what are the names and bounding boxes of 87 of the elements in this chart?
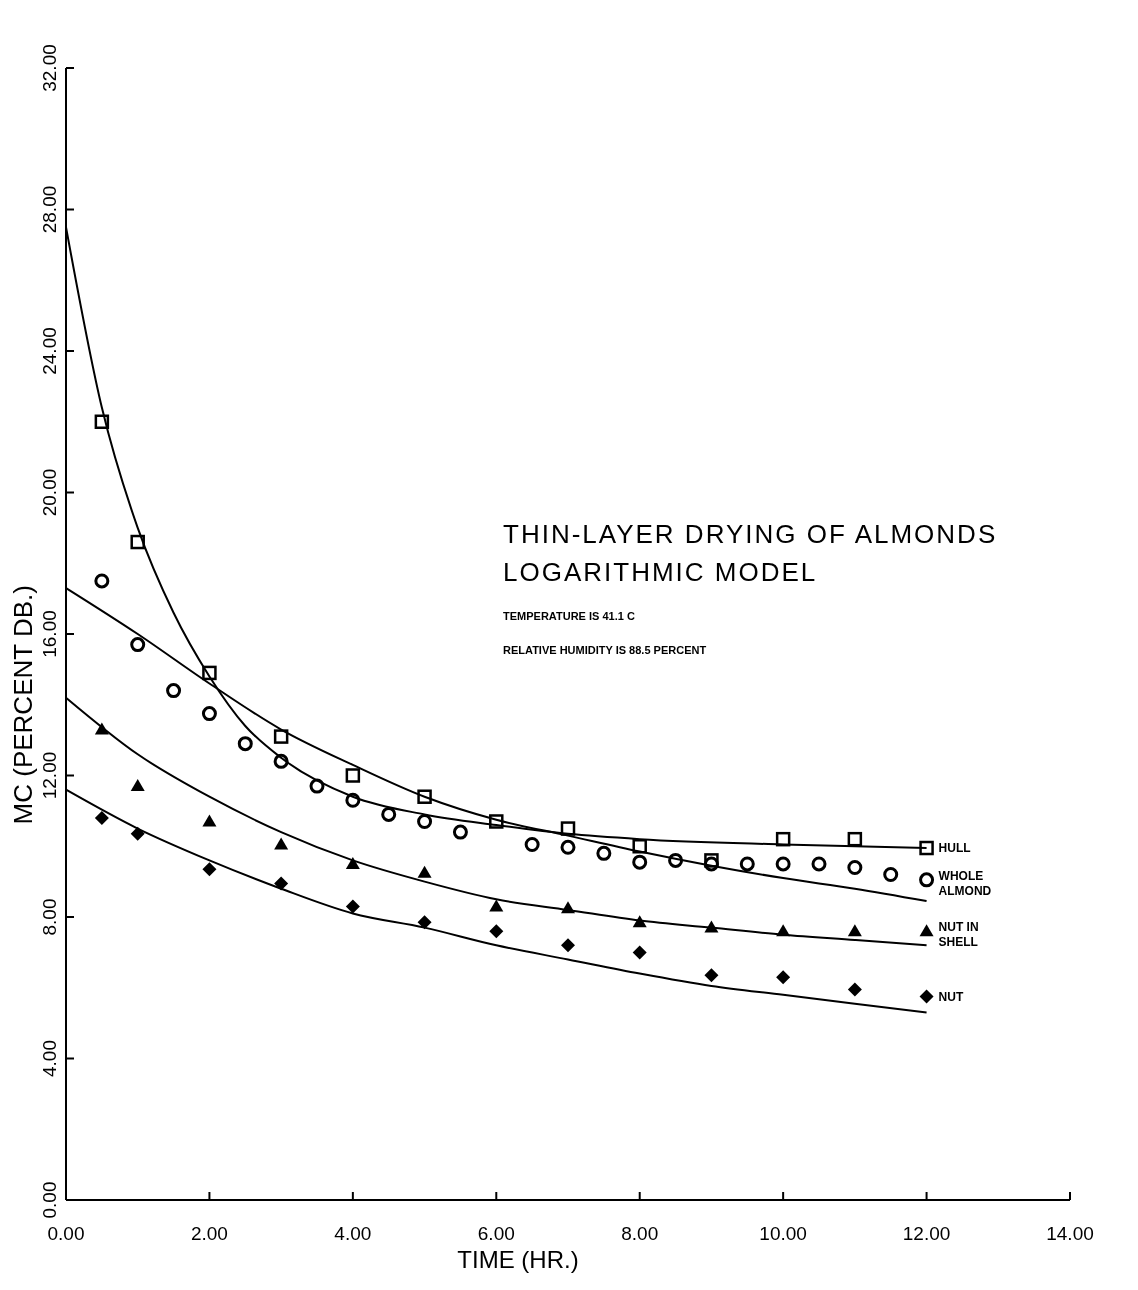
point [130,779,145,792]
point [94,722,109,735]
x-axis-title: TIME (HR.) [457,1246,579,1273]
point [345,768,361,783]
point [452,824,468,840]
x-tick-label: 12.00 [902,1223,951,1244]
point [489,899,504,912]
point [417,915,432,930]
x-tick-label: 8.00 [621,1223,659,1244]
y-tick-label: 4.00 [39,1040,60,1077]
point [704,920,719,933]
series-label: HULL [938,841,971,856]
point [381,806,397,822]
point [704,968,719,983]
x-tick-label: 14.00 [1046,1223,1094,1244]
point [560,821,576,836]
point [202,814,217,827]
annotation: RELATIVE HUMIDITY IS 88.5 PERCENT [503,644,707,656]
annotation: TEMPERATURE IS 41.1 C [503,610,635,622]
point [596,845,612,861]
x-tick-label: 4.00 [334,1223,372,1244]
y-tick-label: 16.00 [39,610,60,658]
point [309,778,325,794]
text: LOGARITHMIC MODEL [503,557,818,587]
point [94,414,110,429]
x-tick-label: 6.00 [477,1223,515,1244]
point [632,945,647,960]
point [703,856,719,872]
point [632,854,648,870]
point [237,736,253,752]
point [883,867,899,883]
series-label: WHOLE ALMOND [938,868,992,898]
point [847,859,863,875]
point [775,831,791,847]
point [919,872,935,888]
y-tick-label: 28.00 [39,185,60,234]
point [739,856,755,872]
point [274,837,289,850]
point [201,706,217,722]
y-tick-label: 24.00 [39,327,60,375]
point [919,840,934,856]
point [668,852,684,868]
point [202,665,217,681]
point [489,814,504,829]
point [524,836,540,852]
y-tick-label: 8.00 [39,898,60,936]
point [560,839,576,855]
point [561,938,575,953]
point [632,915,647,928]
series-label: NUT IN SHELL [938,920,979,950]
point [417,813,433,829]
point [417,865,432,878]
point [776,924,791,937]
point [273,753,289,769]
point [919,924,934,937]
point [811,856,827,872]
point [274,876,289,891]
point [94,573,110,589]
y-tick-label: 32.00 [39,44,60,92]
y-axis-title: MC (PERCENT DB.) [8,585,38,825]
point [561,901,575,914]
point [919,989,934,1004]
x-tick-label: 2.00 [190,1223,228,1244]
point [775,856,791,872]
text: THIN-LAYER DRYING OF ALMONDS [503,519,998,549]
point [847,831,863,847]
y-tick-label: 20.00 [39,468,60,517]
point [345,792,361,808]
x-tick-label: 10.00 [759,1223,807,1244]
point [166,683,182,699]
point [130,637,146,653]
point [847,924,862,937]
point [345,899,360,914]
point [847,982,862,997]
y-tick-label: 0.00 [39,1181,60,1219]
point [130,826,145,841]
point [632,839,647,854]
point [417,789,432,804]
point [94,810,109,825]
point [345,856,360,869]
point [776,970,791,985]
point [273,729,289,744]
point [202,862,217,877]
y-tick-label: 12.00 [39,751,60,800]
point [130,534,145,550]
series-label: NUT [938,989,964,1004]
point [489,924,504,939]
